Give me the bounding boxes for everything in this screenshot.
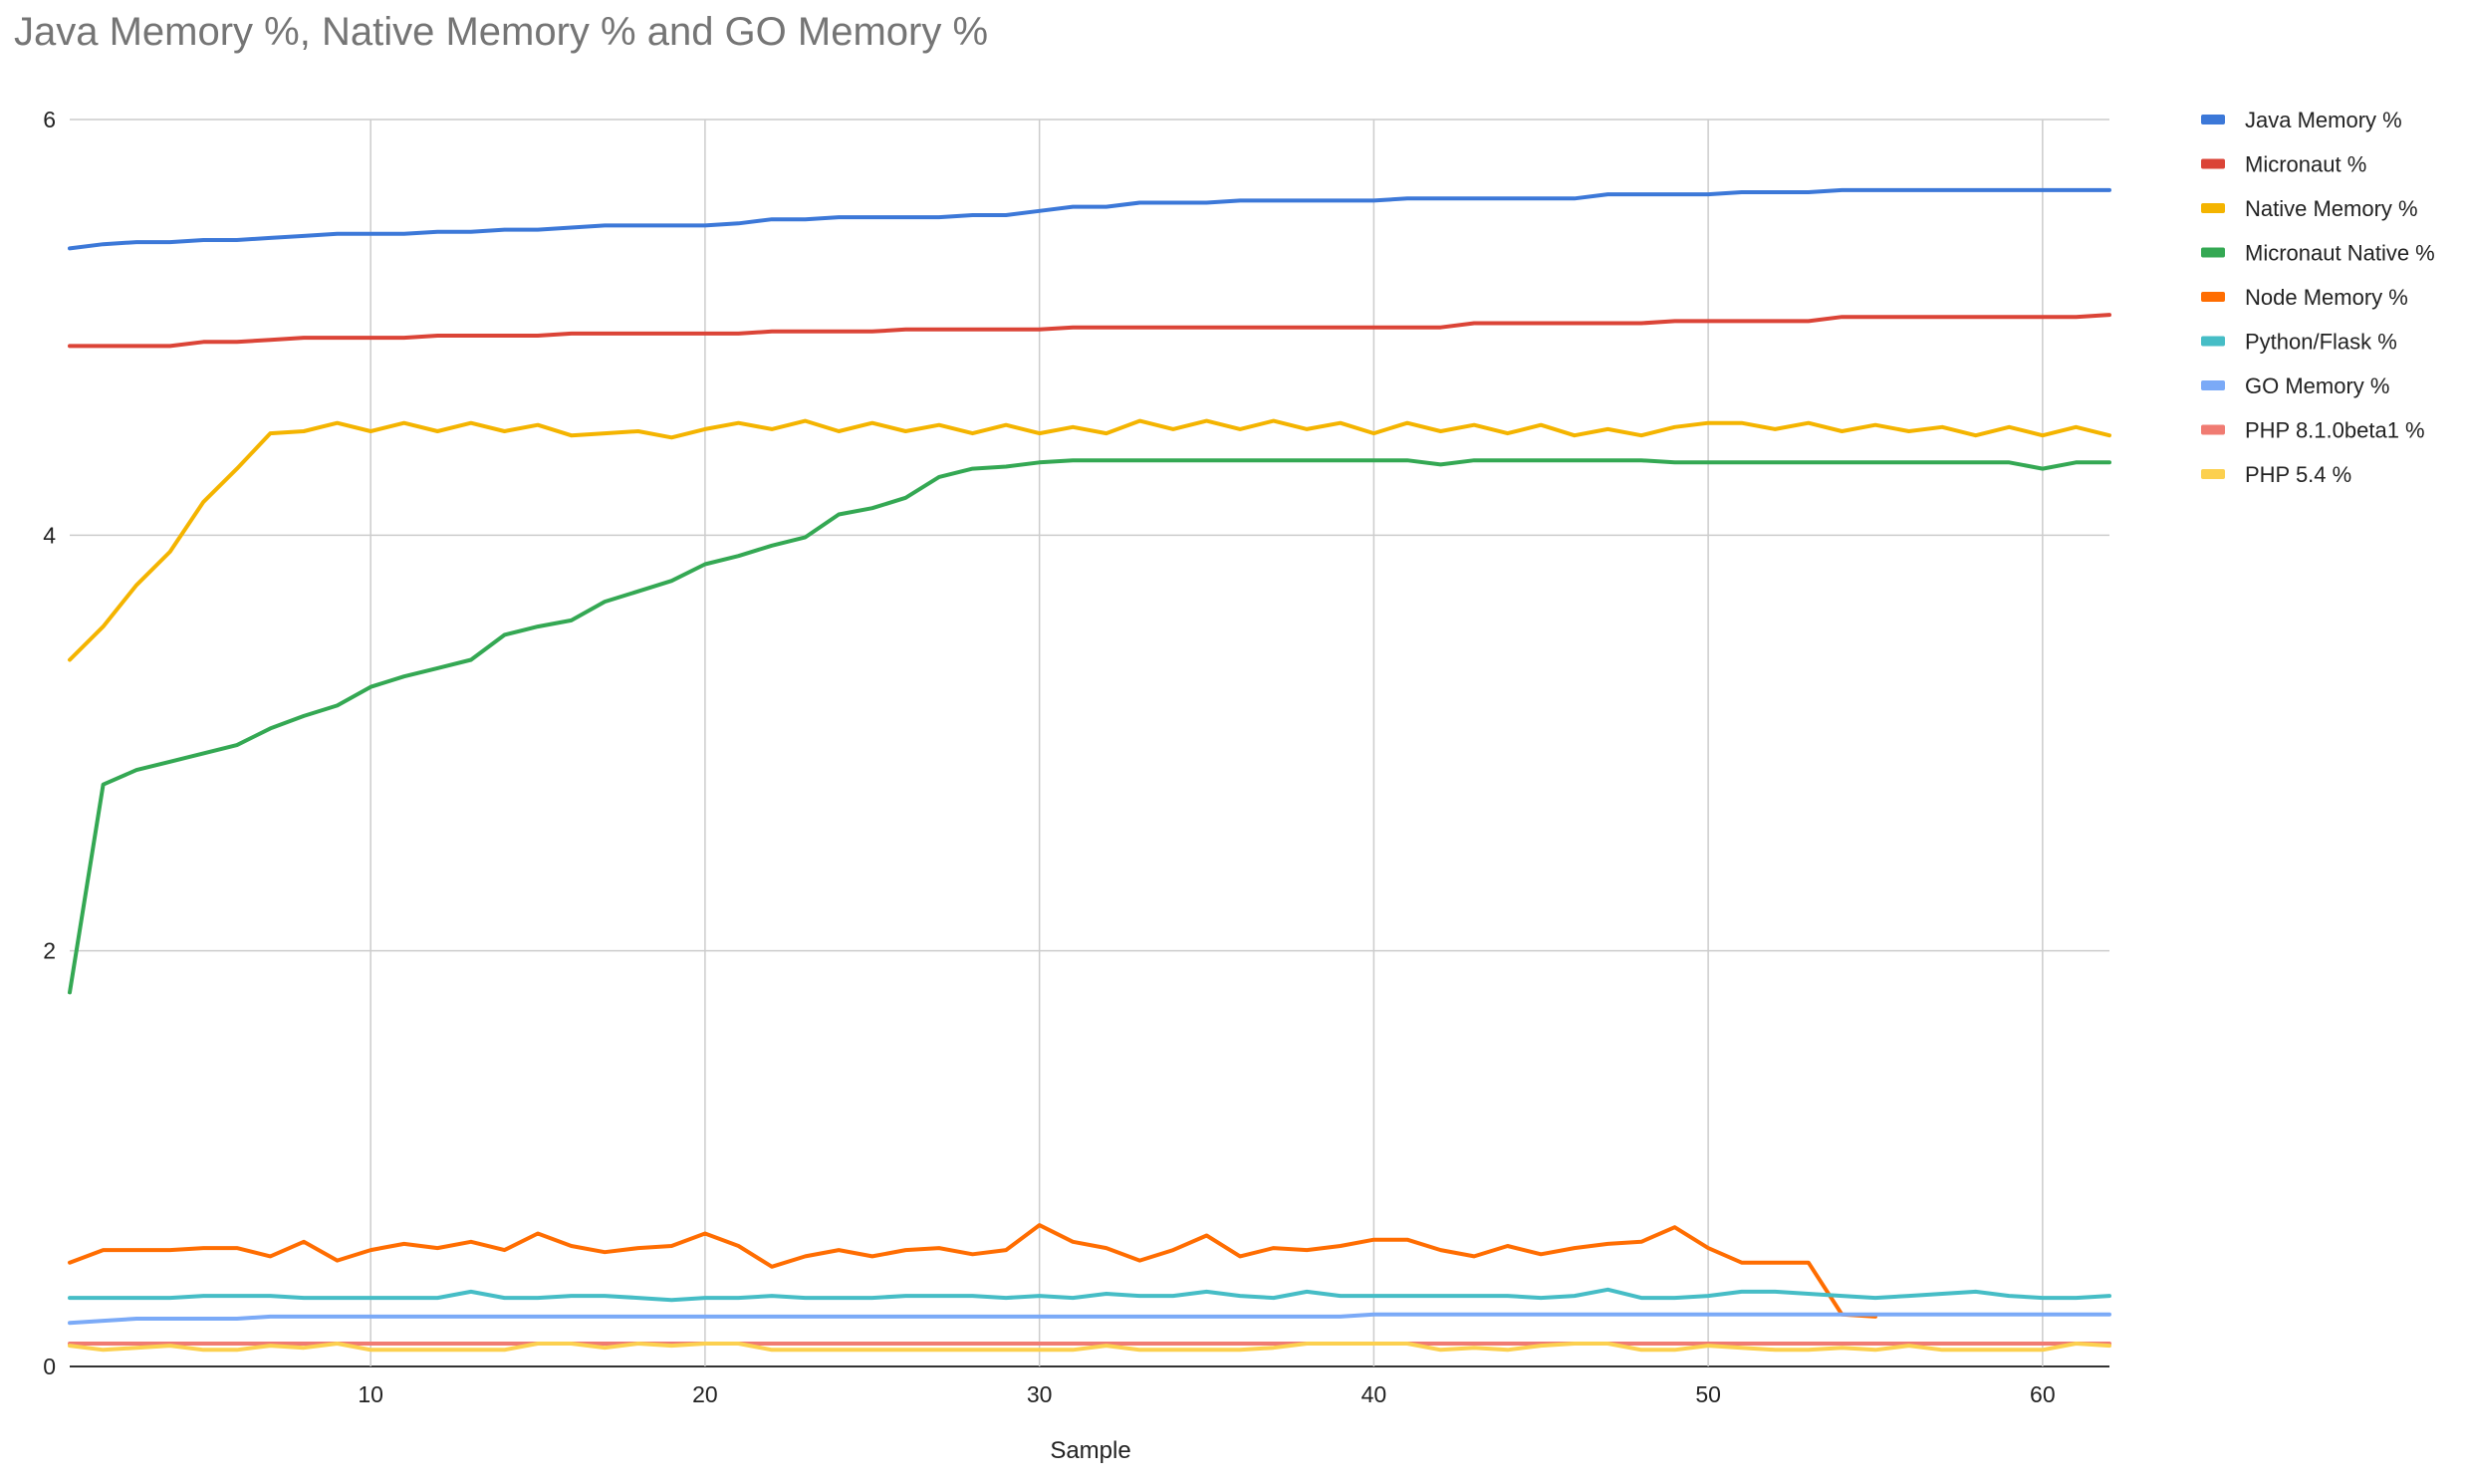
legend-item[interactable]: Python/Flask % xyxy=(2201,330,2397,355)
y-tick-label: 6 xyxy=(43,107,56,132)
legend-swatch xyxy=(2201,158,2225,169)
legend-label: PHP 8.1.0beta1 % xyxy=(2245,418,2425,443)
legend-label: Micronaut Native % xyxy=(2245,241,2435,266)
legend-item[interactable]: PHP 8.1.0beta1 % xyxy=(2201,418,2425,443)
legend-label: Node Memory % xyxy=(2245,285,2408,310)
series-line-node-memory xyxy=(68,1223,1877,1319)
legend-label: Micronaut % xyxy=(2245,152,2366,177)
series-line-python-flask xyxy=(68,1287,2111,1303)
series-line-micronaut xyxy=(68,313,2111,349)
x-tick-label: 50 xyxy=(1695,1381,1721,1407)
legend-item[interactable]: GO Memory % xyxy=(2201,373,2389,398)
legend-label: Python/Flask % xyxy=(2245,330,2397,355)
x-axis-title: Sample xyxy=(1050,1437,1130,1464)
legend-item[interactable]: Micronaut % xyxy=(2201,152,2366,177)
x-tick-label: 10 xyxy=(358,1381,383,1407)
legend-swatch xyxy=(2201,336,2225,347)
legend-item[interactable]: Java Memory % xyxy=(2201,108,2402,132)
series-line-micronaut-native xyxy=(68,458,2111,995)
legend-item[interactable]: Native Memory % xyxy=(2201,196,2418,221)
x-tick-label: 20 xyxy=(692,1381,718,1407)
series-lines xyxy=(68,187,2111,1353)
y-tick-label: 4 xyxy=(43,522,56,548)
legend-label: GO Memory % xyxy=(2245,373,2389,398)
legend-swatch xyxy=(2201,469,2225,479)
legend-label: Java Memory % xyxy=(2245,108,2402,132)
tick-labels: 0 2 4 6 10 20 30 40 50 60 xyxy=(43,107,2055,1407)
series-line-php-5-4 xyxy=(68,1342,2111,1353)
legend-label: PHP 5.4 % xyxy=(2245,462,2351,487)
legend-swatch xyxy=(2201,203,2225,213)
legend-item[interactable]: PHP 5.4 % xyxy=(2201,462,2351,487)
y-tick-label: 0 xyxy=(43,1354,56,1379)
legend-swatch xyxy=(2201,247,2225,258)
y-tick-label: 2 xyxy=(43,938,56,964)
legend: Java Memory % Micronaut % Native Memory % M… xyxy=(2201,108,2435,487)
legend-swatch xyxy=(2201,115,2225,124)
grid-lines xyxy=(70,119,2109,1367)
x-tick-label: 30 xyxy=(1027,1381,1053,1407)
legend-item[interactable]: Micronaut Native % xyxy=(2201,241,2435,266)
legend-swatch xyxy=(2201,292,2225,302)
series-line-native-memory xyxy=(68,418,2111,662)
chart-title: Java Memory %, Native Memory % and GO Me… xyxy=(14,10,989,54)
x-tick-label: 60 xyxy=(2030,1381,2056,1407)
legend-swatch xyxy=(2201,424,2225,435)
series-line-java-memory xyxy=(68,187,2111,251)
legend-swatch xyxy=(2201,380,2225,390)
x-tick-label: 40 xyxy=(1361,1381,1387,1407)
legend-item[interactable]: Node Memory % xyxy=(2201,285,2408,310)
series-line-go-memory xyxy=(68,1312,2111,1326)
legend-label: Native Memory % xyxy=(2245,196,2418,221)
